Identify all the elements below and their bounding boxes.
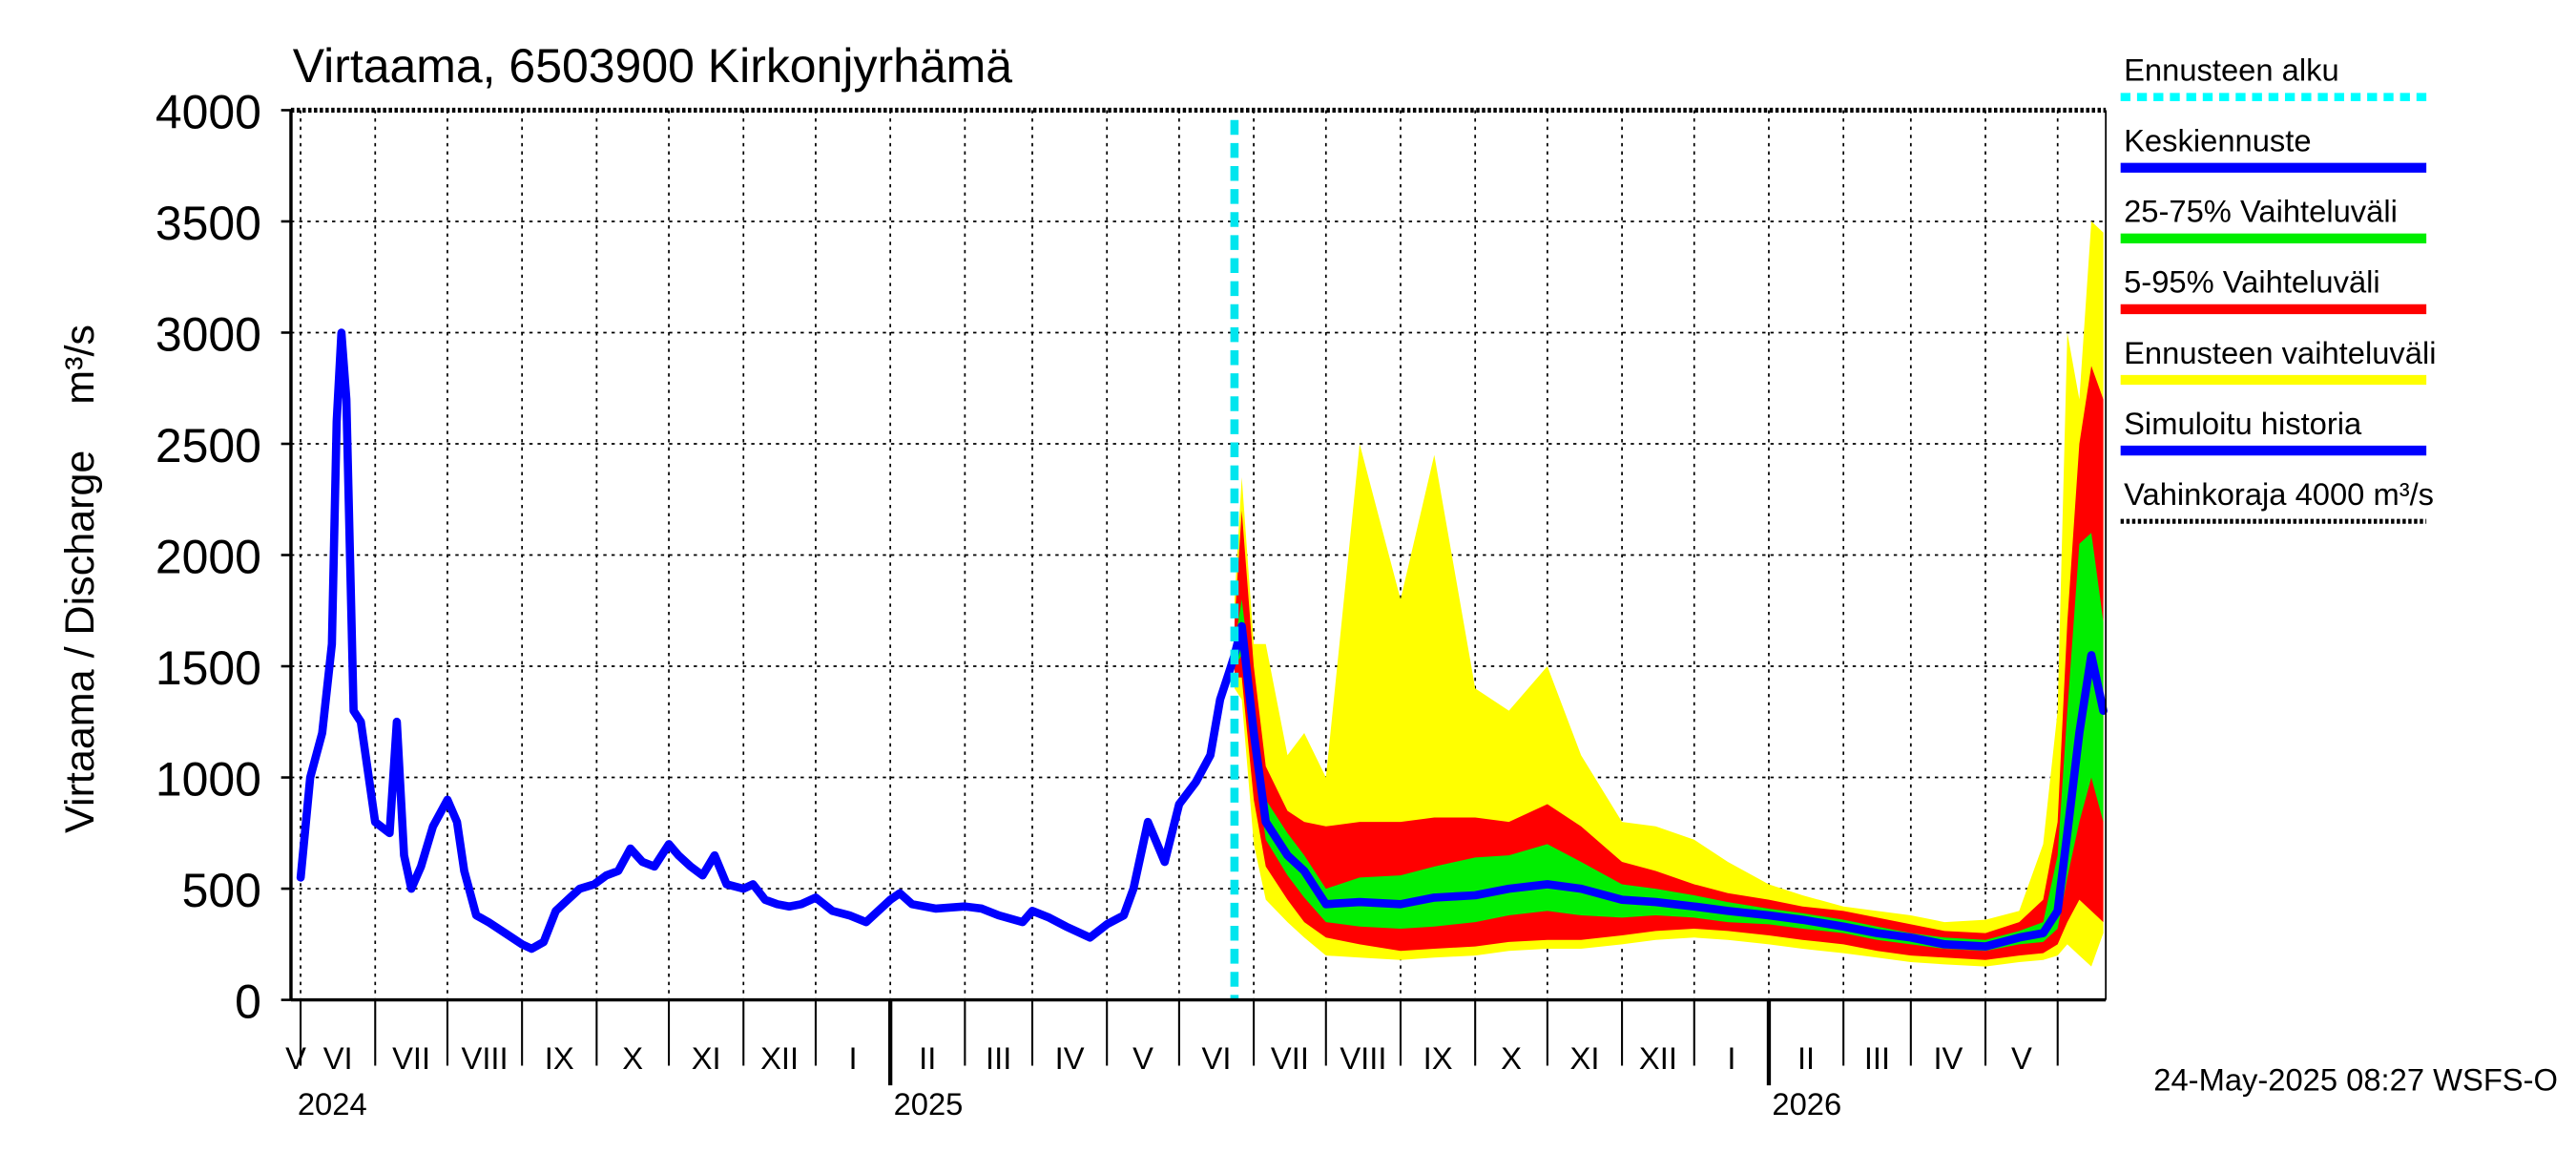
month-label: XI [692, 1040, 721, 1076]
y-tick-label: 4000 [156, 85, 261, 138]
month-label: VI [1202, 1040, 1232, 1076]
month-label: VI [323, 1040, 353, 1076]
month-label: IV [1055, 1040, 1085, 1076]
legend-label: 5-95% Vaihteluväli [2124, 264, 2380, 300]
year-label: 2026 [1772, 1086, 1841, 1122]
month-label: IV [1933, 1040, 1963, 1076]
month-label: I [848, 1040, 857, 1076]
month-label: XII [760, 1040, 799, 1076]
legend-label: Keskiennuste [2124, 123, 2311, 158]
legend-label: Vahinkoraja 4000 m³/s [2124, 476, 2434, 512]
month-label: I [1727, 1040, 1735, 1076]
legend-label: Ennusteen vaihteluväli [2124, 335, 2436, 370]
month-label: II [1797, 1040, 1815, 1076]
month-label: IX [1423, 1040, 1453, 1076]
legend: Ennusteen alku Keskiennuste 25-75% Vaihtel… [2120, 52, 2437, 524]
legend-label: 25-75% Vaihteluväli [2124, 194, 2398, 229]
month-label: VII [1271, 1040, 1309, 1076]
month-label: VIII [1340, 1040, 1386, 1076]
month-label: IX [545, 1040, 574, 1076]
month-label: V [2011, 1040, 2032, 1076]
month-label: XII [1639, 1040, 1677, 1076]
chart-title: Virtaama, 6503900 Kirkonjyrhämä [293, 39, 1013, 93]
month-label: X [622, 1040, 643, 1076]
month-label: X [1501, 1040, 1522, 1076]
month-label: VIII [462, 1040, 509, 1076]
y-axis-label: Virtaama / Discharge m³/s [57, 325, 103, 833]
y-tick-label: 1000 [156, 753, 261, 807]
history-line [296, 328, 1239, 954]
month-label: III [1864, 1040, 1890, 1076]
month-label: III [986, 1040, 1011, 1076]
month-label: II [919, 1040, 936, 1076]
y-tick-label: 2500 [156, 419, 261, 472]
y-axis: 0 500 1000 1500 2000 2500 3000 3500 4000 [156, 85, 293, 1029]
y-tick-label: 1500 [156, 641, 261, 695]
legend-label: Ennusteen alku [2124, 52, 2339, 87]
y-tick-label: 500 [182, 864, 261, 917]
month-label: VII [392, 1040, 430, 1076]
year-label: 2025 [894, 1086, 964, 1122]
month-label: V [1132, 1040, 1153, 1076]
band-25-75 [1234, 533, 2104, 952]
y-tick-label: 0 [235, 975, 261, 1029]
y-tick-label: 2000 [156, 530, 261, 583]
month-label: XI [1570, 1040, 1600, 1076]
year-label: 2024 [298, 1086, 367, 1122]
timestamp: 24-May-2025 08:27 WSFS-O [2153, 1061, 2558, 1097]
median-forecast-line [1230, 621, 2108, 951]
band-full-range [1234, 220, 2104, 967]
x-axis: V VI VII VIII IX X XI XII I II III IV V VI VII VIII IX X X… [285, 110, 2108, 1122]
y-tick-label: 3500 [156, 197, 261, 250]
month-label: V [285, 1040, 306, 1076]
legend-label: Simuloitu historia [2124, 406, 2362, 441]
flow-lines [290, 107, 2108, 1000]
y-tick-label: 3000 [156, 307, 261, 361]
